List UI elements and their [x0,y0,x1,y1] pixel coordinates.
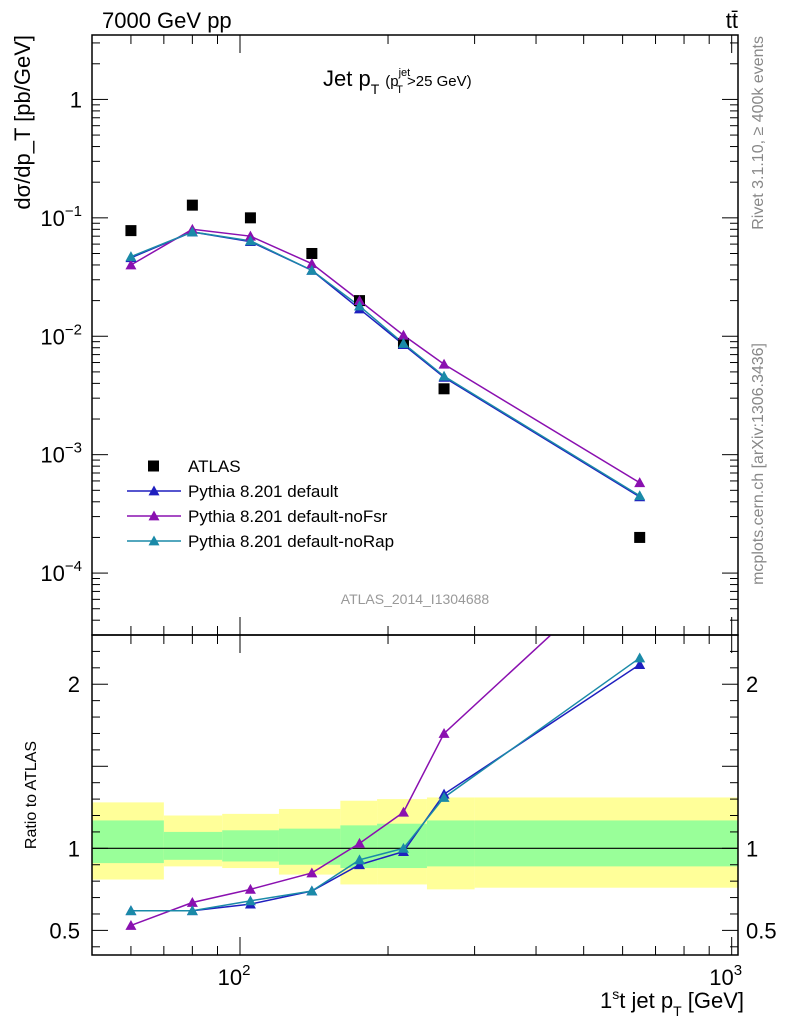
mcplots-label: mcplots.cern.ch [arXiv:1306.3436] [750,343,767,585]
legend-marker-noRap [148,535,160,546]
uncertainty-band-inner [426,820,475,867]
ratio-point-noFsr [438,727,450,738]
legend-label-data: ATLAS [188,457,241,476]
ratio-point-noFsr [306,867,318,878]
point-noFsr [354,295,366,306]
point-noFsr [306,258,318,269]
y-tick-label: 10−2 [40,321,82,349]
ratio-point-noFsr [186,896,198,907]
legend-label-noFsr: Pythia 8.201 default-noFsr [188,507,388,526]
ratio-point-noRap [354,854,366,865]
uncertainty-band-inner [92,820,164,864]
uncertainty-band-inner [163,831,223,860]
x-axis-label: 1st jet pT [GeV] [600,986,744,1019]
ratio-axis-label: Ratio to ATLAS [23,741,40,849]
point-noRap [244,235,256,246]
rivet-version-label: Rivet 3.1.10, ≥ 400k events [750,36,767,230]
ratio-y-tick-label-right: 2 [746,672,758,697]
ratio-y-tick-label-left: 0.5 [49,918,80,943]
legend: ATLAS Pythia 8.201 default Pythia 8.201 de… [127,457,394,551]
uncertainty-band-inner [222,830,279,862]
ratio-y-tick-label-right: 0.5 [746,918,777,943]
legend-marker-noFsr [148,510,160,521]
line-noFsr [130,228,641,484]
legend-label-noRap: Pythia 8.201 default-noRap [188,532,394,551]
point-data [125,225,137,237]
point-data [306,247,318,259]
y-tick-label: 10−1 [40,203,82,231]
ratio-point-noFsr [125,919,137,930]
ratio-y-tick-label-right: 1 [746,836,758,861]
y-axis-label: dσ/dp_T [pb/GeV] [10,35,35,210]
line-noRap [130,231,641,497]
ratio-y-tick-label-left: 2 [68,672,80,697]
point-noFsr [634,477,646,488]
y-tick-label: 1 [70,87,82,112]
point-data [634,531,646,543]
ratio-point-noFsr [244,883,256,894]
point-data [438,383,450,395]
ratio-point-noRap [244,895,256,906]
point-data [244,212,256,224]
ratio-point-default [634,659,646,669]
x-tick-label: 102 [218,962,251,990]
point-data [186,199,198,211]
legend-marker-data [148,460,159,472]
ratio-y-tick-label-left: 1 [68,836,80,861]
legend-marker-default [148,485,160,496]
point-noRap [354,300,366,311]
process-label: tt̄ [726,8,738,33]
point-noRap [125,251,137,262]
point-noRap [186,226,198,237]
uncertainty-band-inner [278,828,341,865]
ratio-point-noRap [397,842,409,853]
chart-title: Jet pT (pjet T >25 GeV) [323,66,472,97]
legend-label-default: Pythia 8.201 default [188,482,339,501]
ratio-point-noRap [186,905,198,916]
energy-label: 7000 GeV pp [102,8,232,33]
y-tick-label: 10−3 [40,440,82,468]
ratio-line-noRap [130,657,641,912]
x-tick-label: 103 [709,962,742,990]
ratio-point-noRap [438,791,450,802]
point-noRap [306,264,318,275]
y-tick-label: 10−4 [40,558,82,586]
uncertainty-band-inner [474,820,738,867]
ratio-point-noRap [306,885,318,896]
ratio-point-noRap [125,905,137,916]
ratio-line-noFsr [130,635,552,927]
point-noFsr [125,259,137,270]
point-noRap [438,370,450,381]
ratio-point-noRap [634,652,646,663]
ratio-point-noFsr [397,806,409,817]
point-noRap [634,490,646,501]
point-noRap [397,337,409,348]
point-noFsr [438,358,450,369]
point-noFsr [397,329,409,340]
ratio-point-noFsr [354,837,366,848]
ratio-panel-frame [91,634,739,956]
watermark-label: ATLAS_2014_I1304688 [341,591,490,607]
